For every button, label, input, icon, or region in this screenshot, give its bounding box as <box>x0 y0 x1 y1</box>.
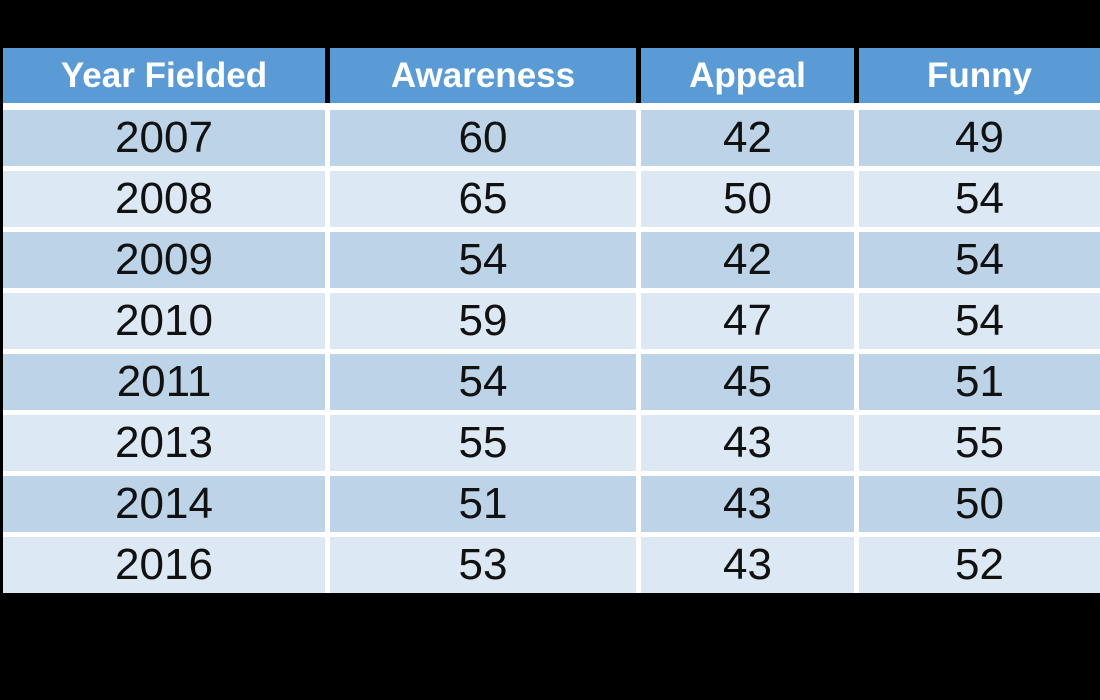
appeal-cell: 47 <box>641 293 854 349</box>
table-row: 2008 65 50 54 <box>3 171 1100 227</box>
appeal-cell: 43 <box>641 415 854 471</box>
awareness-cell: 60 <box>330 110 636 166</box>
funny-cell: 50 <box>859 476 1100 532</box>
data-table: Year Fielded Awareness Appeal Funny 2007… <box>3 48 1100 593</box>
awareness-cell: 65 <box>330 171 636 227</box>
year-cell: 2010 <box>3 293 325 349</box>
year-cell: 2014 <box>3 476 325 532</box>
funny-cell: 55 <box>859 415 1100 471</box>
table-row: 2007 60 42 49 <box>3 110 1100 166</box>
column-header-awareness: Awareness <box>330 48 636 103</box>
awareness-cell: 59 <box>330 293 636 349</box>
table-row: 2013 55 43 55 <box>3 415 1100 471</box>
table-row: 2010 59 47 54 <box>3 293 1100 349</box>
awareness-cell: 54 <box>330 354 636 410</box>
funny-cell: 52 <box>859 537 1100 593</box>
table-row: 2011 54 45 51 <box>3 354 1100 410</box>
awareness-cell: 51 <box>330 476 636 532</box>
column-header-funny: Funny <box>859 48 1100 103</box>
column-header-year-fielded: Year Fielded <box>3 48 325 103</box>
appeal-cell: 42 <box>641 110 854 166</box>
table-row: 2009 54 42 54 <box>3 232 1100 288</box>
appeal-cell: 43 <box>641 537 854 593</box>
year-cell: 2016 <box>3 537 325 593</box>
year-cell: 2007 <box>3 110 325 166</box>
funny-cell: 54 <box>859 171 1100 227</box>
year-cell: 2008 <box>3 171 325 227</box>
awareness-cell: 55 <box>330 415 636 471</box>
year-cell: 2013 <box>3 415 325 471</box>
table-row: 2014 51 43 50 <box>3 476 1100 532</box>
column-header-appeal: Appeal <box>641 48 854 103</box>
appeal-cell: 43 <box>641 476 854 532</box>
awareness-cell: 54 <box>330 232 636 288</box>
funny-cell: 54 <box>859 232 1100 288</box>
funny-cell: 51 <box>859 354 1100 410</box>
appeal-cell: 42 <box>641 232 854 288</box>
appeal-cell: 50 <box>641 171 854 227</box>
funny-cell: 49 <box>859 110 1100 166</box>
table-row: 2016 53 43 52 <box>3 537 1100 593</box>
table-body: 2007 60 42 49 2008 65 50 54 2009 54 42 5… <box>3 103 1100 593</box>
table-header-row: Year Fielded Awareness Appeal Funny <box>3 48 1100 103</box>
funny-cell: 54 <box>859 293 1100 349</box>
year-cell: 2011 <box>3 354 325 410</box>
awareness-cell: 53 <box>330 537 636 593</box>
appeal-cell: 45 <box>641 354 854 410</box>
year-cell: 2009 <box>3 232 325 288</box>
